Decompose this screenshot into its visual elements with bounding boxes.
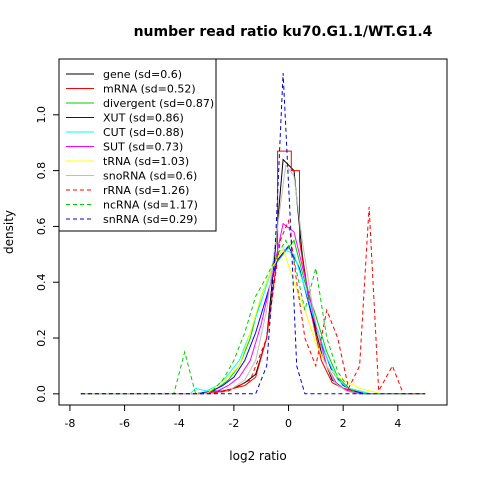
- legend: gene (sd=0.6) mRNA (sd=0.52)divergent (sd…: [66, 68, 214, 226]
- legend-label-snorna-sd-0-6: snoRNA (sd=0.6): [103, 170, 197, 183]
- series-lines: [80, 72, 426, 395]
- legend-label-snrna-sd-0-29: snRNA (sd=0.29): [103, 213, 198, 226]
- y-axis-label: density: [2, 210, 16, 254]
- chart-title: number read ratio ku70.G1.1/WT.G1.4: [134, 24, 433, 40]
- series-line-snorna-sd-0-6: [80, 163, 426, 395]
- series-line-cut-sd-0-88: [80, 248, 426, 395]
- y-tick-label: 0.4: [35, 273, 48, 291]
- y-tick-label: 0.8: [35, 162, 48, 180]
- x-tick-label: -8: [64, 417, 75, 430]
- legend-label-ncrna-sd-1-17: ncRNA (sd=1.17): [103, 199, 198, 212]
- plot-frame: [58, 58, 448, 406]
- legend-label-xut-sd-0-86: XUT (sd=0.86): [103, 112, 184, 125]
- legend-label-gene-sd-0-6: gene (sd=0.6): [103, 68, 182, 81]
- legend-label-divergent-sd-0-87: divergent (sd=0.87): [103, 97, 214, 110]
- x-tick-label: -4: [174, 417, 185, 430]
- y-tick-label: 0.0: [35, 385, 48, 403]
- x-tick-label: 0: [285, 417, 292, 430]
- x-axis-label: log2 ratio: [229, 449, 286, 463]
- x-tick-label: 4: [394, 417, 401, 430]
- legend-label-trna-sd-1-03: tRNA (sd=1.03): [103, 155, 189, 168]
- series-line-sut-sd-0-73: [80, 222, 426, 395]
- series-line-ncrna-sd-1-17: [80, 239, 426, 395]
- series-line-trna-sd-1-03: [80, 247, 426, 395]
- series-line-rrna-sd-1-26: [80, 206, 426, 395]
- x-tick-label: -6: [119, 417, 130, 430]
- legend-label-rrna-sd-1-26: rRNA (sd=1.26): [103, 184, 189, 197]
- x-axis: -8 -6 -4 -2 0 2 4: [64, 405, 401, 430]
- y-tick-label: 0.2: [35, 329, 48, 347]
- series-line-divergent-sd-0-87: [80, 239, 426, 395]
- x-tick-label: -2: [228, 417, 239, 430]
- y-tick-label: 1.0: [35, 106, 48, 124]
- legend-label-sut-sd-0-73: SUT (sd=0.73): [103, 141, 183, 154]
- y-tick-label: 0.6: [35, 218, 48, 236]
- series-line-xut-sd-0-86: [80, 245, 426, 395]
- legend-label-cut-sd-0-88: CUT (sd=0.88): [103, 126, 184, 139]
- legend-box: [58, 58, 217, 232]
- legend-label-mrna-sd-0-52: mRNA (sd=0.52): [103, 83, 196, 96]
- y-axis: 0.0 0.2 0.4 0.6 0.8 1.0: [35, 106, 59, 403]
- x-tick-label: 2: [340, 417, 347, 430]
- series-line-snrna-sd-0-29: [80, 72, 426, 395]
